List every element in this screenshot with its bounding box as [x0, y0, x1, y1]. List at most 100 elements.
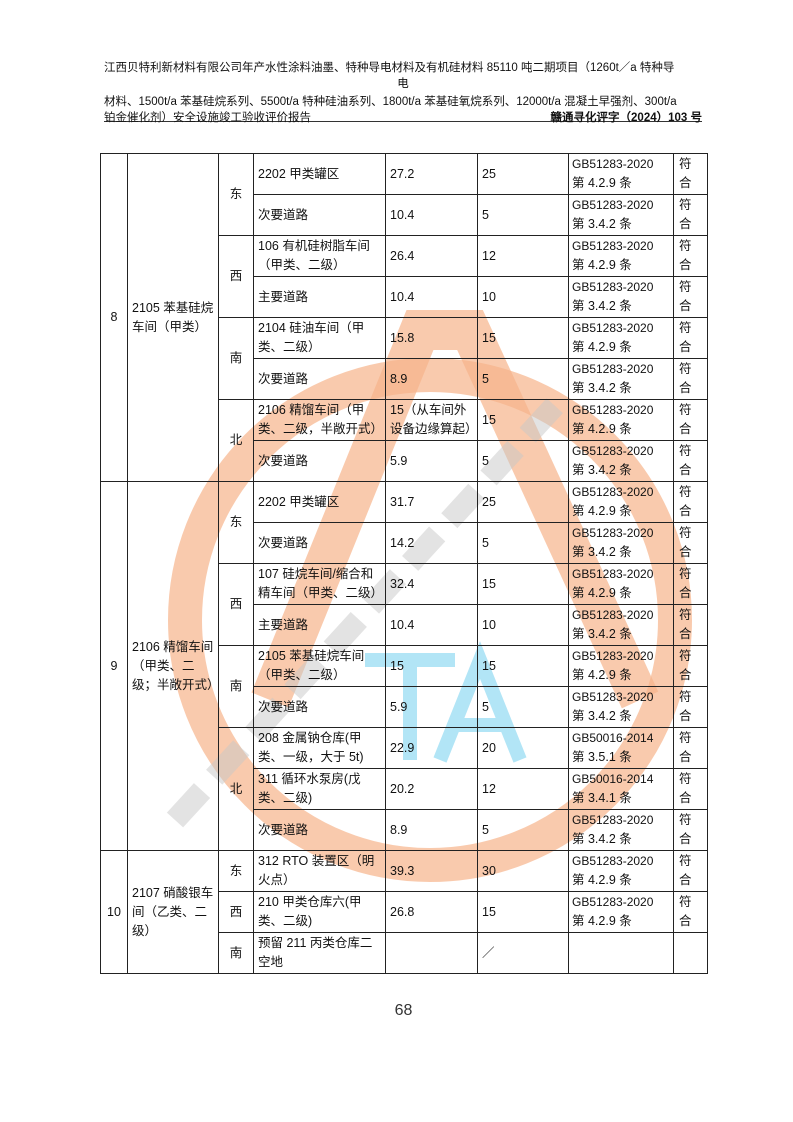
basis-standard: GB51283-2020 [572, 321, 654, 335]
basis-clause: 第 4.2.9 条 [572, 914, 632, 928]
result: 符合 [673, 604, 708, 646]
basis-standard: GB51283-2020 [572, 239, 654, 253]
required-distance: 5 [477, 809, 569, 851]
adjacent-object: 2105 苯基硅烷车间（甲类、二级） [253, 645, 386, 687]
required-distance: ／ [477, 932, 569, 974]
table-row: 次要道路 10.4 5 GB51283-2020 第 3.4.2 条 符合 [101, 194, 708, 236]
basis-standard: GB51283-2020 [572, 444, 654, 458]
result: 符合 [673, 727, 708, 769]
adjacent-object: 次要道路 [253, 440, 386, 482]
actual-distance: 5.9 [385, 686, 478, 728]
direction: 东 [218, 153, 254, 236]
actual-distance [385, 932, 478, 974]
direction: 北 [218, 399, 254, 482]
basis-clause: 第 3.4.2 条 [572, 545, 632, 559]
actual-distance: 5.9 [385, 440, 478, 482]
item-number: 9 [100, 481, 128, 851]
document-code: 赣通寻化评字（2024）103 号 [550, 112, 702, 124]
basis-standard: GB51283-2020 [572, 690, 654, 704]
header-title-line2: 材料、1500t/a 苯基硅烷系列、5500t/a 特种硅油系列、1800t/a… [104, 96, 677, 108]
actual-distance: 10.4 [385, 604, 478, 646]
basis-standard: GB51283-2020 [572, 608, 654, 622]
basis-standard: GB50016-2014 [572, 731, 654, 745]
actual-distance: 14.2 [385, 522, 478, 564]
result: 符合 [673, 399, 708, 441]
result: 符合 [673, 891, 708, 933]
actual-distance: 27.2 [385, 153, 478, 195]
basis-clause: 第 4.2.9 条 [572, 176, 632, 190]
required-distance: 5 [477, 194, 569, 236]
adjacent-object: 主要道路 [253, 604, 386, 646]
basis-cell: GB51283-2020 第 3.4.2 条 [568, 809, 674, 851]
actual-distance: 8.9 [385, 809, 478, 851]
actual-distance: 32.4 [385, 563, 478, 605]
basis-clause: 第 4.2.9 条 [572, 873, 632, 887]
table-row: 南预留 211 丙类仓库二空地 ／ [101, 932, 708, 974]
required-distance: 15 [477, 317, 569, 359]
actual-distance: 10.4 [385, 194, 478, 236]
basis-standard: GB51283-2020 [572, 198, 654, 212]
basis-clause: 第 4.2.9 条 [572, 422, 632, 436]
basis-cell: GB51283-2020 第 4.2.9 条 [568, 317, 674, 359]
direction: 南 [218, 317, 254, 400]
basis-cell: GB50016-2014 第 3.4.1 条 [568, 768, 674, 810]
result [673, 932, 708, 974]
required-distance: 30 [477, 850, 569, 892]
direction: 北 [218, 727, 254, 851]
basis-standard: GB51283-2020 [572, 854, 654, 868]
basis-cell: GB51283-2020 第 4.2.9 条 [568, 850, 674, 892]
adjacent-object: 2104 硅油车间（甲类、二级） [253, 317, 386, 359]
distance-table: 8 2105 苯基硅烷车间（甲类）东 2202 甲类罐区 27.2 25 GB51283-… [100, 153, 708, 974]
adjacent-object: 210 甲类仓库六(甲类、二级) [253, 891, 386, 933]
result: 符合 [673, 153, 708, 195]
basis-clause: 第 3.4.2 条 [572, 832, 632, 846]
adjacent-object: 次要道路 [253, 194, 386, 236]
adjacent-object: 208 金属钠仓库(甲类、一级，大于 5t) [253, 727, 386, 769]
header-title-line1: 江西贝特利新材料有限公司年产水性涂料油墨、特种导电材料及有机硅材料 85110 … [104, 62, 675, 74]
result: 符合 [673, 850, 708, 892]
basis-clause: 第 4.2.9 条 [572, 258, 632, 272]
actual-distance: 15（从车间外设备边缘算起） [385, 399, 478, 441]
basis-cell: GB51283-2020 第 4.2.9 条 [568, 563, 674, 605]
basis-clause: 第 3.4.2 条 [572, 627, 632, 641]
basis-cell: GB51283-2020 第 4.2.9 条 [568, 891, 674, 933]
basis-clause: 第 3.4.2 条 [572, 217, 632, 231]
actual-distance: 26.8 [385, 891, 478, 933]
basis-standard: GB51283-2020 [572, 649, 654, 663]
basis-cell: GB51283-2020 第 3.4.2 条 [568, 440, 674, 482]
basis-cell: GB50016-2014 第 3.5.1 条 [568, 727, 674, 769]
result: 符合 [673, 317, 708, 359]
required-distance: 5 [477, 440, 569, 482]
direction: 西 [218, 891, 254, 933]
required-distance: 15 [477, 563, 569, 605]
direction: 南 [218, 932, 254, 974]
required-distance: 5 [477, 522, 569, 564]
basis-clause: 第 3.4.2 条 [572, 463, 632, 477]
basis-cell: GB51283-2020 第 3.4.2 条 [568, 604, 674, 646]
result: 符合 [673, 768, 708, 810]
basis-cell: GB51283-2020 第 4.2.9 条 [568, 399, 674, 441]
basis-cell: GB51283-2020 第 3.4.2 条 [568, 276, 674, 318]
basis-standard: GB51283-2020 [572, 485, 654, 499]
building-name: 2106 精馏车间（甲类、二级；半敞开式） [127, 481, 220, 851]
direction: 东 [218, 481, 254, 564]
actual-distance: 15 [385, 645, 478, 687]
adjacent-object: 311 循环水泵房(戊类、二级) [253, 768, 386, 810]
building-name: 2105 苯基硅烷车间（甲类） [127, 153, 219, 482]
basis-cell [568, 932, 674, 974]
required-distance: 5 [477, 358, 569, 400]
result: 符合 [673, 194, 708, 236]
result: 符合 [673, 276, 708, 318]
actual-distance: 39.3 [385, 850, 478, 892]
table-row: 9 2106 精馏车间（甲类、二级；半敞开式）东 2202 甲类罐区 31.7 25 GB… [100, 481, 708, 851]
actual-distance: 26.4 [385, 235, 478, 277]
basis-clause: 第 4.2.9 条 [572, 340, 632, 354]
basis-clause: 第 3.4.1 条 [572, 791, 632, 805]
basis-cell: GB51283-2020 第 4.2.9 条 [568, 645, 674, 687]
required-distance: 10 [477, 604, 569, 646]
basis-cell: GB51283-2020 第 4.2.9 条 [568, 481, 674, 523]
direction: 南 [218, 645, 254, 728]
basis-standard: GB51283-2020 [572, 403, 654, 417]
adjacent-object: 2106 精馏车间（甲类、二级，半敞开式） [253, 399, 386, 441]
result: 符合 [673, 563, 708, 605]
